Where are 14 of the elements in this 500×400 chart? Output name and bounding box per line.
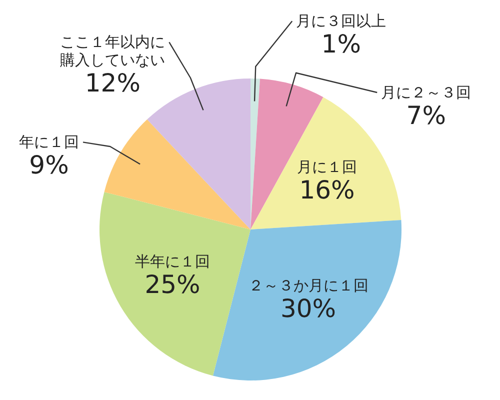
data-label: 12% — [84, 68, 140, 98]
data-label: 16% — [299, 175, 355, 204]
data-label: 25% — [144, 270, 200, 300]
slice-label: 月に１回 — [296, 158, 357, 176]
data-label: 1% — [321, 30, 361, 59]
data-label: 30% — [280, 294, 336, 323]
data-label: 7% — [406, 101, 446, 130]
slice-label: ここ１年以内に購入していない — [60, 33, 166, 70]
slice-label: 月に２～３回 — [381, 84, 472, 102]
slice-label: ２～３か月に１回 — [248, 276, 368, 294]
slice-label: 年に１回 — [19, 133, 80, 152]
data-label: 9% — [29, 150, 69, 180]
slice-label: 半年に１回 — [135, 252, 210, 271]
slice-label: 月に３回以上 — [296, 12, 386, 30]
